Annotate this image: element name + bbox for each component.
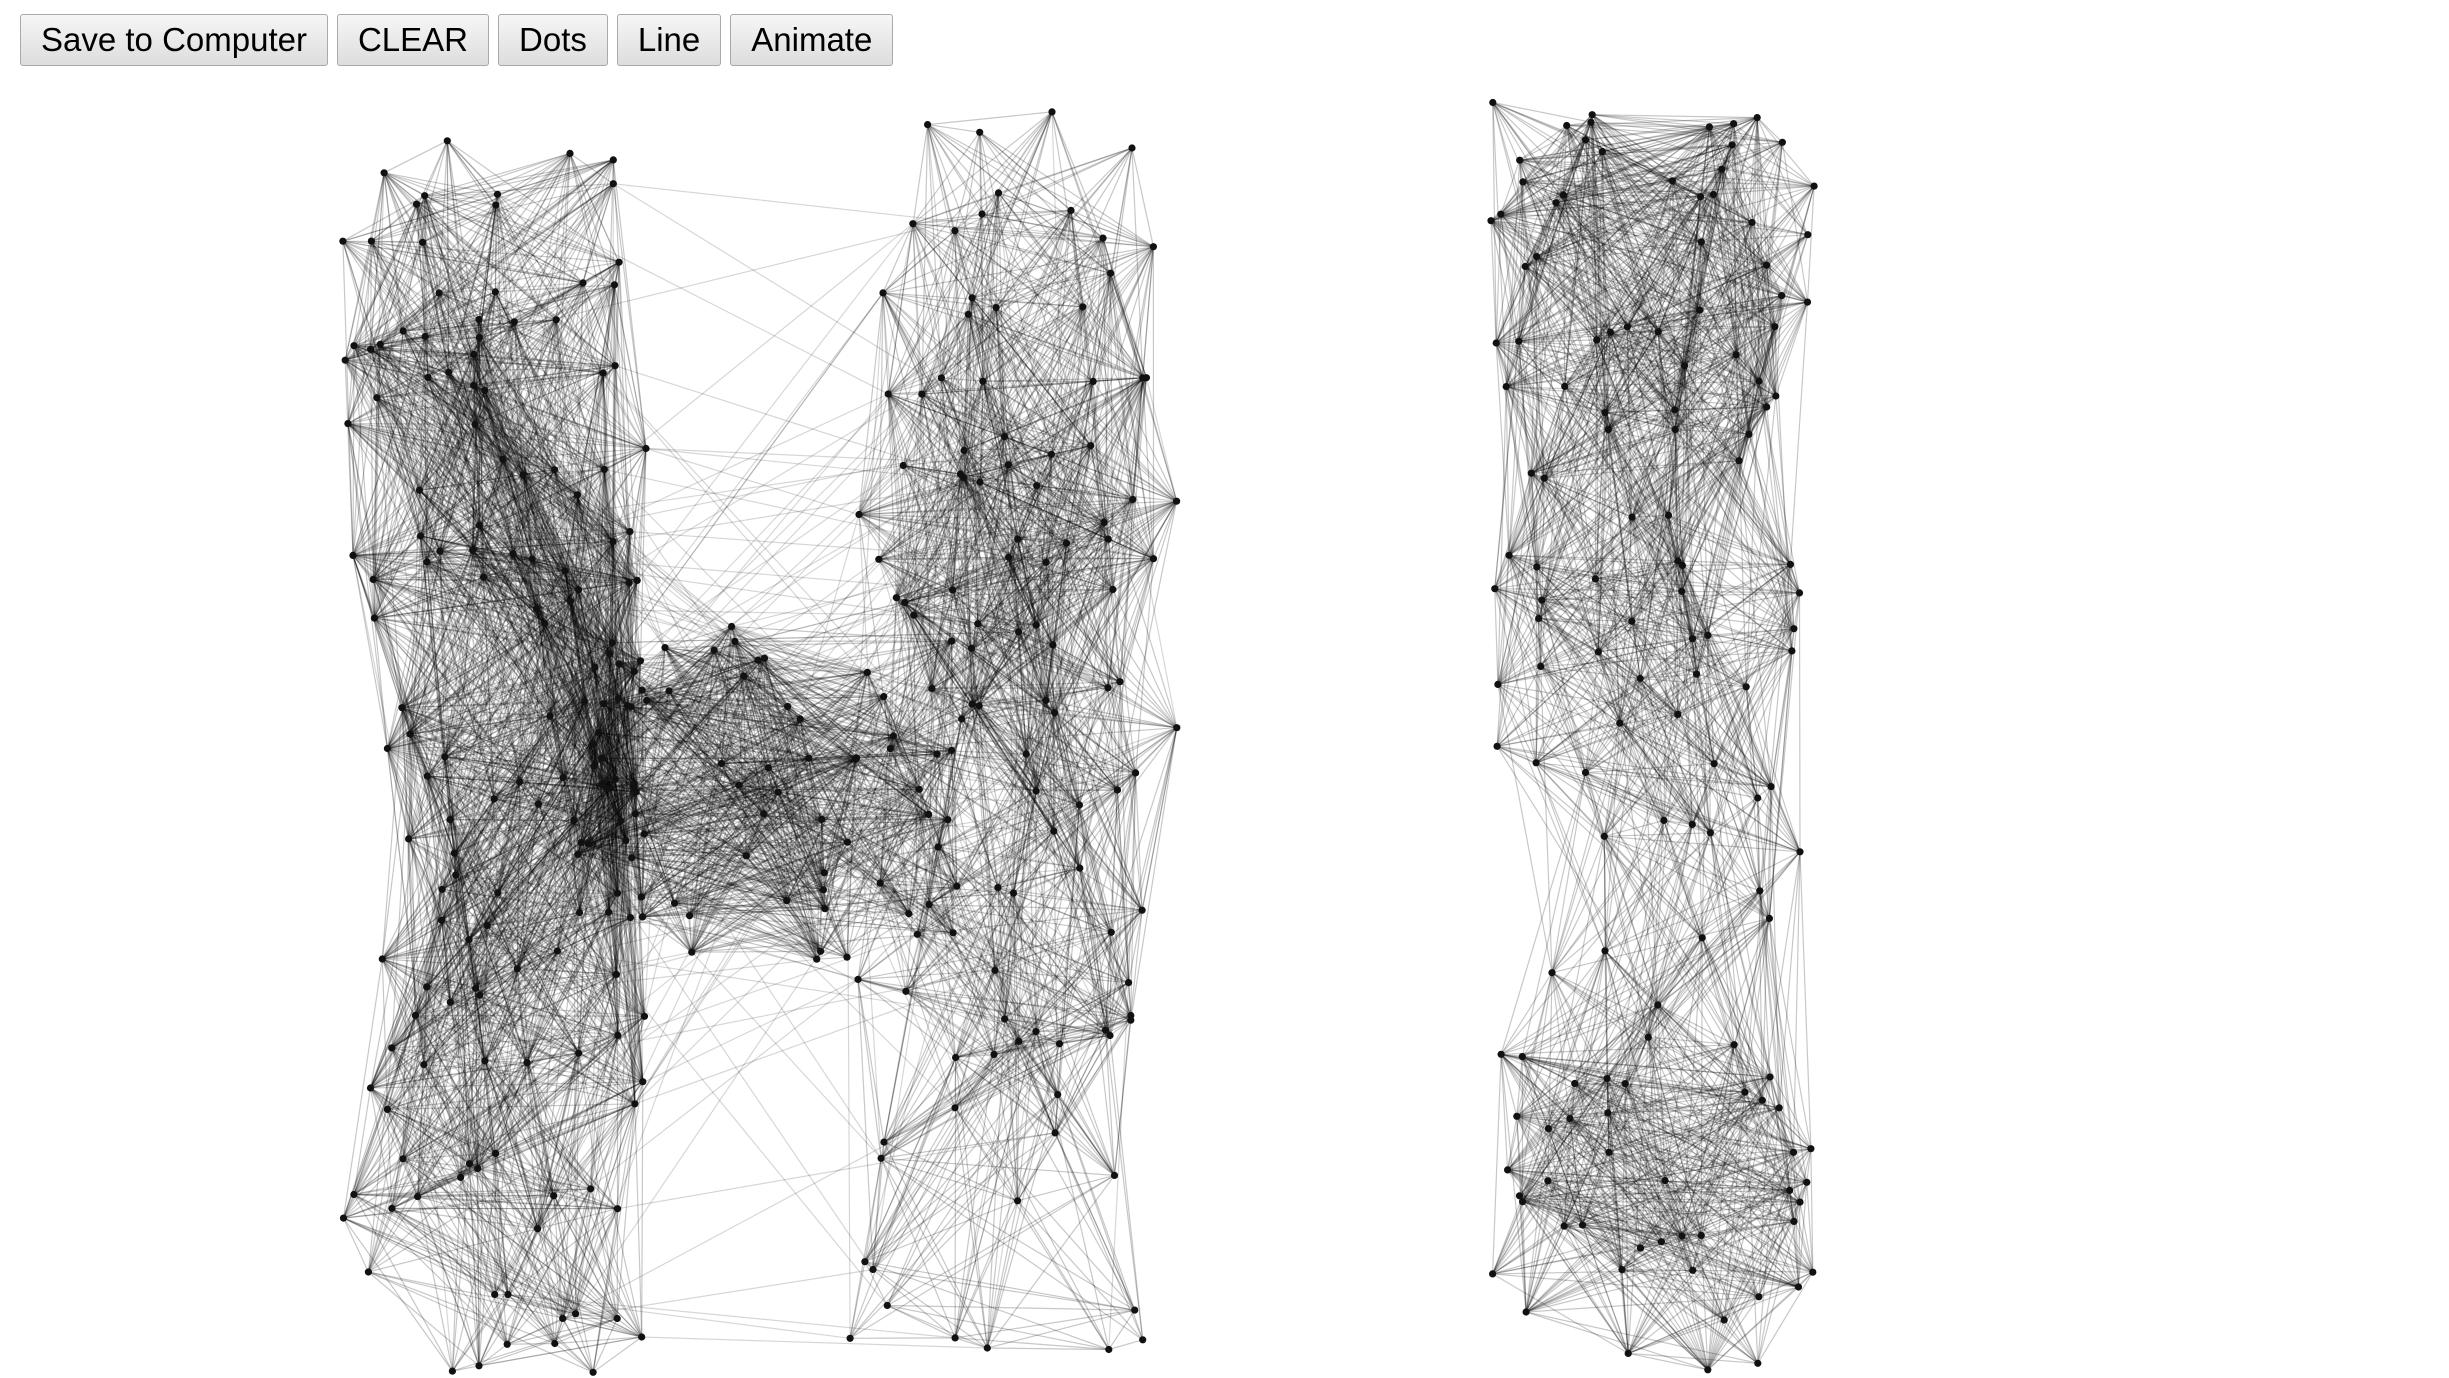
point-dots — [339, 98, 1818, 1376]
clear-button[interactable]: CLEAR — [336, 14, 490, 66]
toolbar: Save to Computer CLEAR Dots Line Animate — [20, 14, 894, 68]
animate-button[interactable]: Animate — [730, 14, 894, 66]
dots-button[interactable]: Dots — [498, 14, 608, 66]
connection-lines — [342, 101, 1815, 1373]
save-to-computer-button[interactable]: Save to Computer — [20, 14, 328, 66]
line-button[interactable]: Line — [616, 14, 722, 66]
